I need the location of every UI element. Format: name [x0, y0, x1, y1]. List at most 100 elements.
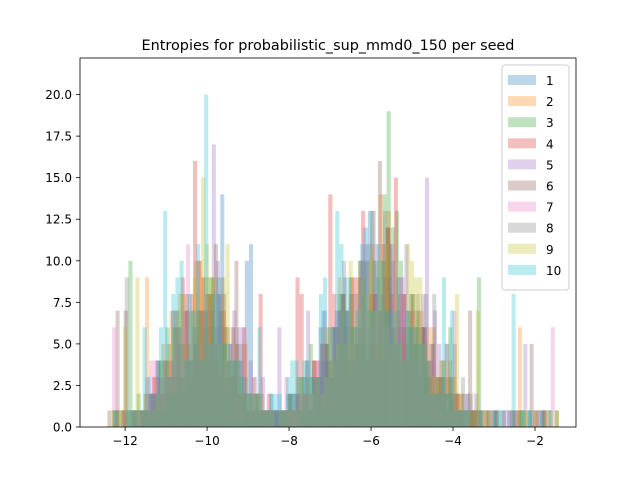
histogram-bar — [243, 377, 248, 427]
histogram-bar — [211, 144, 216, 427]
x-tick-label: −2 — [526, 434, 544, 448]
histogram-bar — [393, 310, 398, 427]
histogram-bar — [453, 393, 458, 427]
histogram-bar — [272, 410, 277, 427]
histogram-bar — [378, 194, 383, 427]
histogram-bar — [440, 360, 445, 427]
histogram-bar — [438, 360, 443, 427]
histogram-bar — [493, 410, 498, 427]
histogram-bar — [406, 360, 411, 427]
histogram-bar — [343, 310, 348, 427]
histogram-bar — [334, 310, 339, 427]
histogram-bar — [144, 377, 150, 427]
histogram-bar — [327, 327, 332, 427]
histogram-bar — [410, 294, 415, 427]
histogram-bar — [289, 393, 295, 427]
histogram-bar — [321, 327, 326, 427]
histogram-bar — [224, 377, 229, 427]
histogram-bar — [416, 360, 422, 427]
histogram-bar — [222, 343, 227, 427]
histogram-bar — [166, 343, 171, 427]
histogram-bar — [325, 327, 330, 427]
histogram-bar — [140, 410, 145, 427]
histogram-bar — [454, 410, 459, 427]
histogram-bar — [397, 360, 403, 427]
histogram-bar — [226, 377, 232, 427]
histogram-bar — [154, 360, 160, 427]
histogram-bar — [283, 410, 288, 427]
histogram-bar — [132, 410, 137, 427]
histogram-bar — [179, 377, 184, 427]
histogram-bar — [263, 410, 268, 427]
histogram-bar — [206, 310, 211, 427]
histogram-bar — [172, 327, 177, 427]
histogram-bar — [386, 227, 391, 427]
histogram-bar — [210, 294, 215, 427]
histogram-bar — [243, 343, 248, 427]
histogram-bar — [400, 360, 405, 427]
histogram-bar — [388, 310, 393, 427]
histogram-bar — [265, 410, 270, 427]
histogram-bar — [409, 327, 414, 427]
histogram-bar — [380, 260, 385, 427]
histogram-bar — [286, 377, 291, 427]
histogram-bar — [169, 377, 174, 427]
histogram-bar — [190, 294, 195, 427]
histogram-bar — [170, 360, 175, 427]
histogram-bar — [180, 277, 185, 427]
histogram-bar — [219, 327, 224, 427]
series-8-bars — [112, 210, 552, 427]
histogram-bar — [396, 277, 401, 427]
histogram-bar — [374, 343, 379, 427]
histogram-bar — [349, 277, 355, 427]
histogram-bar — [354, 343, 359, 427]
histogram-bar — [456, 410, 461, 427]
histogram-bar — [216, 294, 221, 427]
histogram-bar — [378, 310, 383, 427]
histogram-bar — [160, 393, 165, 427]
histogram-bar — [291, 410, 296, 427]
histogram-bar — [208, 343, 213, 427]
histogram-bar — [426, 360, 431, 427]
histogram-bar — [359, 260, 364, 427]
histogram-bar — [342, 260, 347, 427]
histogram-bar — [235, 343, 240, 427]
histogram-bar — [239, 377, 244, 427]
histogram-bar — [210, 343, 215, 427]
histogram-bar — [492, 410, 497, 427]
legend-swatch-10 — [508, 264, 536, 275]
histogram-bar — [279, 410, 284, 427]
histogram-bar — [250, 393, 255, 427]
histogram-bar — [172, 327, 177, 427]
histogram-bar — [376, 244, 381, 427]
legend-swatch-7 — [508, 201, 536, 212]
histogram-bar — [255, 410, 260, 427]
histogram-bar — [456, 410, 461, 427]
histogram-bar — [463, 410, 468, 427]
histogram-bar — [448, 327, 453, 427]
histogram-bar — [206, 294, 211, 427]
histogram-bar — [127, 410, 132, 427]
histogram-bar — [414, 277, 419, 427]
histogram-bar — [394, 210, 399, 427]
histogram-bar — [310, 377, 315, 427]
histogram-bar — [381, 260, 387, 427]
histogram-bar — [459, 410, 464, 427]
histogram-bar — [415, 360, 420, 427]
histogram-bar — [329, 327, 334, 427]
histogram-bar — [152, 393, 157, 427]
histogram-bar — [221, 310, 226, 427]
histogram-bar — [399, 343, 404, 427]
legend-label-7: 7 — [546, 201, 554, 215]
histogram-bar — [363, 343, 368, 427]
histogram-bar — [476, 277, 481, 427]
histogram-bar — [271, 410, 276, 427]
histogram-bar — [355, 343, 360, 427]
histogram-bar — [304, 360, 309, 427]
x-axis: −12 −10 −8 −6 −4 −2 — [112, 427, 544, 448]
histogram-bar — [452, 377, 457, 427]
histogram-bar — [181, 327, 186, 427]
histogram-bar — [451, 393, 456, 427]
histogram-bar — [419, 360, 424, 427]
histogram-bar — [404, 244, 409, 427]
